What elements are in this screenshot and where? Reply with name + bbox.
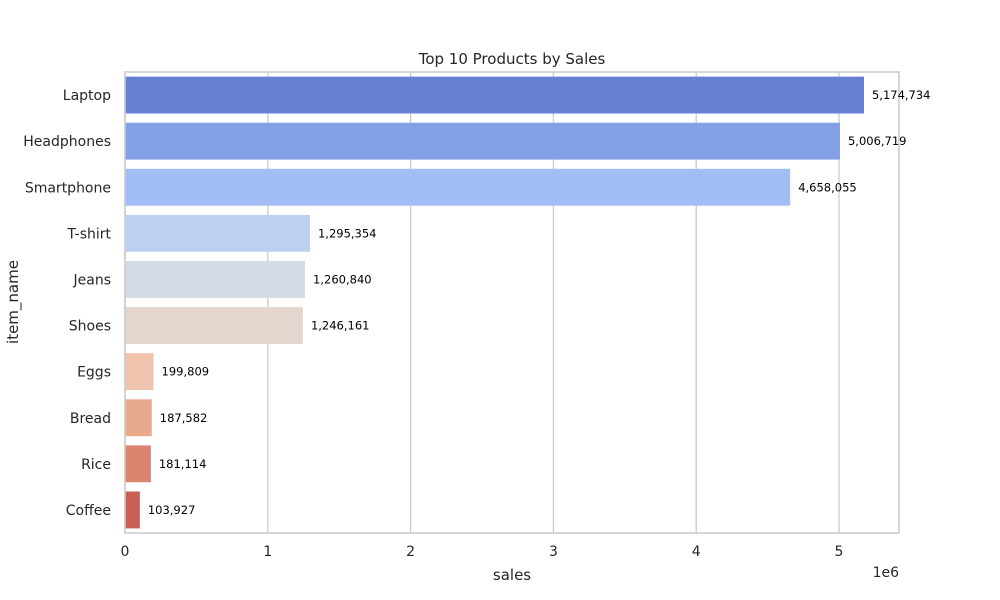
x-tick-label-0: 0 <box>121 544 130 560</box>
y-tick-label-1: Headphones <box>23 134 111 150</box>
y-tick-label-3: T-shirt <box>66 226 111 242</box>
chart-title: Top 10 Products by Sales <box>418 50 606 68</box>
data-label-5: 1,246,161 <box>311 319 370 333</box>
y-tick-label-6: Eggs <box>77 365 111 381</box>
data-label-6: 199,809 <box>162 365 210 379</box>
x-tick-label-5: 5 <box>835 544 844 560</box>
x-tick-label-2: 2 <box>406 544 415 560</box>
x-tick-label-1: 1 <box>263 544 272 560</box>
bar-jeans <box>125 261 306 298</box>
y-tick-label-9: Coffee <box>66 503 111 519</box>
x-axis-label: sales <box>493 566 531 584</box>
x-tick-label-4: 4 <box>692 544 701 560</box>
y-tick-label-7: Bread <box>70 411 111 427</box>
data-labels: 5,174,734 5,006,719 4,658,055 1,295,354 1,26… <box>148 88 931 517</box>
bar-headphones <box>125 122 840 160</box>
y-tick-label-4: Jeans <box>73 272 112 288</box>
x-tick-label-3: 3 <box>549 544 558 560</box>
bars <box>125 76 864 529</box>
data-label-1: 5,006,719 <box>848 134 907 148</box>
y-tick-label-0: Laptop <box>63 88 111 104</box>
y-tick-label-8: Rice <box>81 457 111 473</box>
data-label-2: 4,658,055 <box>798 180 857 194</box>
data-label-8: 181,114 <box>159 457 207 471</box>
data-label-4: 1,260,840 <box>313 272 372 286</box>
data-label-3: 1,295,354 <box>318 226 377 240</box>
bar-eggs <box>125 353 154 391</box>
x-scale-label: 1e6 <box>873 565 900 581</box>
data-label-0: 5,174,734 <box>872 88 931 102</box>
y-axis-label: item_name <box>4 260 23 344</box>
y-tick-label-2: Smartphone <box>25 180 111 196</box>
bar-laptop <box>125 76 864 114</box>
bar-bread <box>125 399 152 437</box>
y-tick-label-5: Shoes <box>69 319 111 335</box>
bar-rice <box>125 445 151 483</box>
bar-coffee <box>125 491 140 529</box>
plot-frame <box>124 71 900 534</box>
y-tick-labels: Laptop Headphones Smartphone T-shirt Jeans Sh… <box>23 88 111 519</box>
x-tick-labels: 0 1 2 3 4 5 <box>121 544 844 560</box>
bar-smartphone <box>125 168 791 206</box>
bar-t-shirt <box>125 214 310 252</box>
data-label-7: 187,582 <box>160 411 208 425</box>
data-label-9: 103,927 <box>148 503 196 517</box>
bar-shoes <box>125 307 303 344</box>
